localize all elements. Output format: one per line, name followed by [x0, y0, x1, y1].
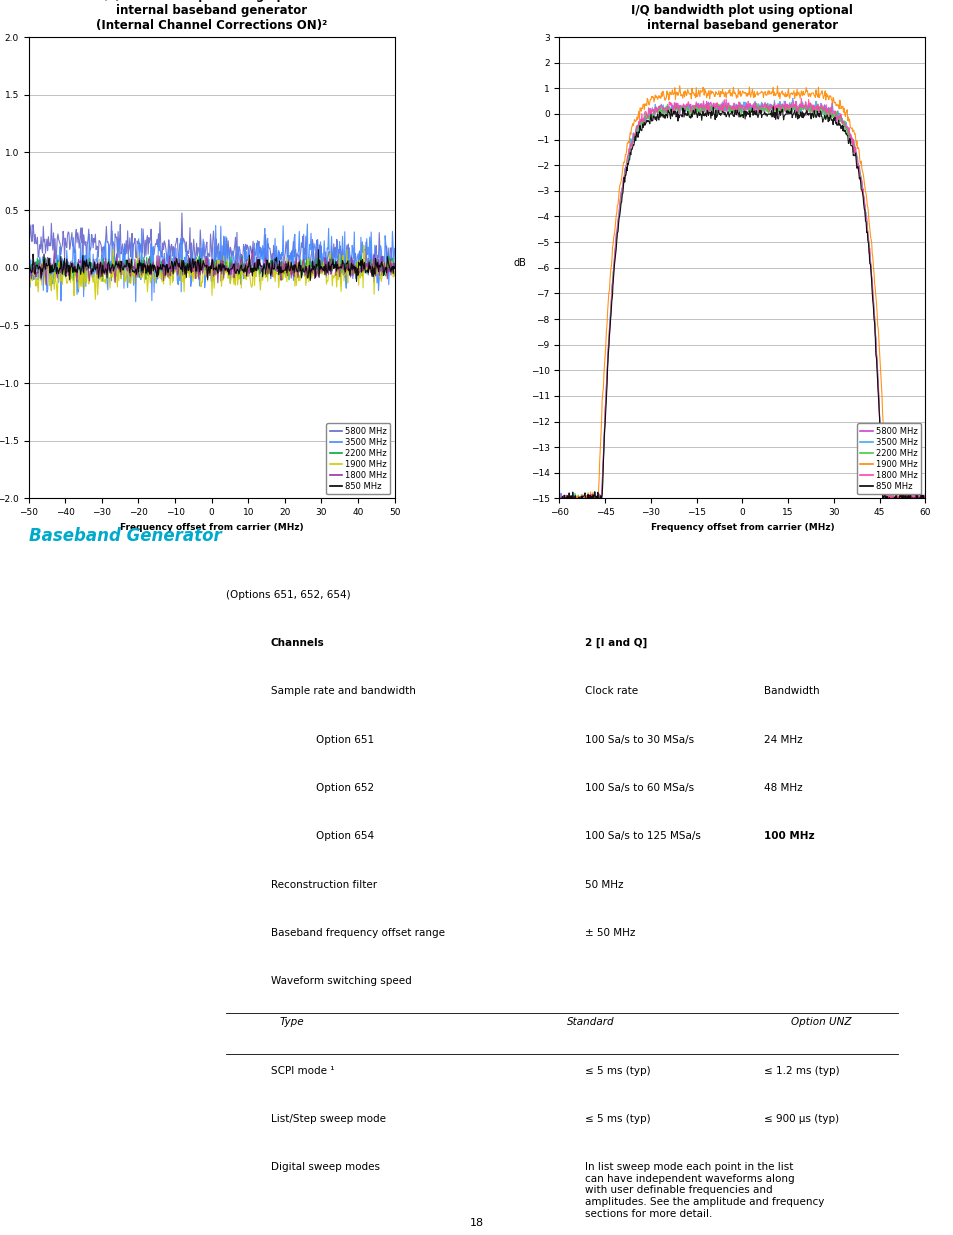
Text: Waveform switching speed: Waveform switching speed [271, 976, 411, 987]
Text: ≤ 900 μs (typ): ≤ 900 μs (typ) [763, 1114, 839, 1124]
Text: ≤ 5 ms (typ): ≤ 5 ms (typ) [584, 1066, 650, 1076]
Text: Option 651: Option 651 [315, 735, 374, 745]
Title: I/Q bandwidth plot using optional
internal baseband generator
(Internal Channel : I/Q bandwidth plot using optional intern… [96, 0, 327, 32]
Text: ≤ 1.2 ms (typ): ≤ 1.2 ms (typ) [763, 1066, 839, 1076]
Text: Standard: Standard [566, 1018, 614, 1028]
Text: ± 50 MHz: ± 50 MHz [584, 927, 635, 937]
Legend: 5800 MHz, 3500 MHz, 2200 MHz, 1900 MHz, 1800 MHz, 850 MHz: 5800 MHz, 3500 MHz, 2200 MHz, 1900 MHz, … [856, 424, 921, 494]
Text: Clock rate: Clock rate [584, 687, 637, 697]
Text: SCPI mode ¹: SCPI mode ¹ [271, 1066, 334, 1076]
Text: (Options 651, 652, 654): (Options 651, 652, 654) [226, 589, 350, 600]
Text: Option UNZ: Option UNZ [790, 1018, 850, 1028]
Legend: 5800 MHz, 3500 MHz, 2200 MHz, 1900 MHz, 1800 MHz, 850 MHz: 5800 MHz, 3500 MHz, 2200 MHz, 1900 MHz, … [326, 424, 390, 494]
Text: Baseband frequency offset range: Baseband frequency offset range [271, 927, 444, 937]
Text: Baseband Generator: Baseband Generator [29, 527, 221, 545]
Text: 2 [I and Q]: 2 [I and Q] [584, 638, 646, 648]
Text: Option 654: Option 654 [315, 831, 374, 841]
Title: I/Q bandwidth plot using optional
internal baseband generator: I/Q bandwidth plot using optional intern… [631, 4, 852, 32]
Text: 100 Sa/s to 30 MSa/s: 100 Sa/s to 30 MSa/s [584, 735, 693, 745]
Text: ≤ 5 ms (typ): ≤ 5 ms (typ) [584, 1114, 650, 1124]
Text: Channels: Channels [271, 638, 324, 648]
Text: 18: 18 [470, 1218, 483, 1228]
Text: Digital sweep modes: Digital sweep modes [271, 1162, 379, 1172]
Text: Type: Type [279, 1018, 304, 1028]
Text: List/Step sweep mode: List/Step sweep mode [271, 1114, 385, 1124]
Text: 100 Sa/s to 125 MSa/s: 100 Sa/s to 125 MSa/s [584, 831, 700, 841]
Text: 50 MHz: 50 MHz [584, 879, 622, 889]
Text: 100 Sa/s to 60 MSa/s: 100 Sa/s to 60 MSa/s [584, 783, 693, 793]
Text: Option 652: Option 652 [315, 783, 374, 793]
X-axis label: Frequency offset from carrier (MHz): Frequency offset from carrier (MHz) [650, 522, 833, 532]
Text: In list sweep mode each point in the list
can have independent waveforms along
w: In list sweep mode each point in the lis… [584, 1162, 823, 1219]
Text: 24 MHz: 24 MHz [763, 735, 801, 745]
Text: Reconstruction filter: Reconstruction filter [271, 879, 376, 889]
Text: 100 MHz: 100 MHz [763, 831, 814, 841]
X-axis label: Frequency offset from carrier (MHz): Frequency offset from carrier (MHz) [120, 522, 303, 532]
Text: 48 MHz: 48 MHz [763, 783, 801, 793]
Text: Bandwidth: Bandwidth [763, 687, 819, 697]
Y-axis label: dB: dB [513, 258, 525, 268]
Text: Sample rate and bandwidth: Sample rate and bandwidth [271, 687, 416, 697]
